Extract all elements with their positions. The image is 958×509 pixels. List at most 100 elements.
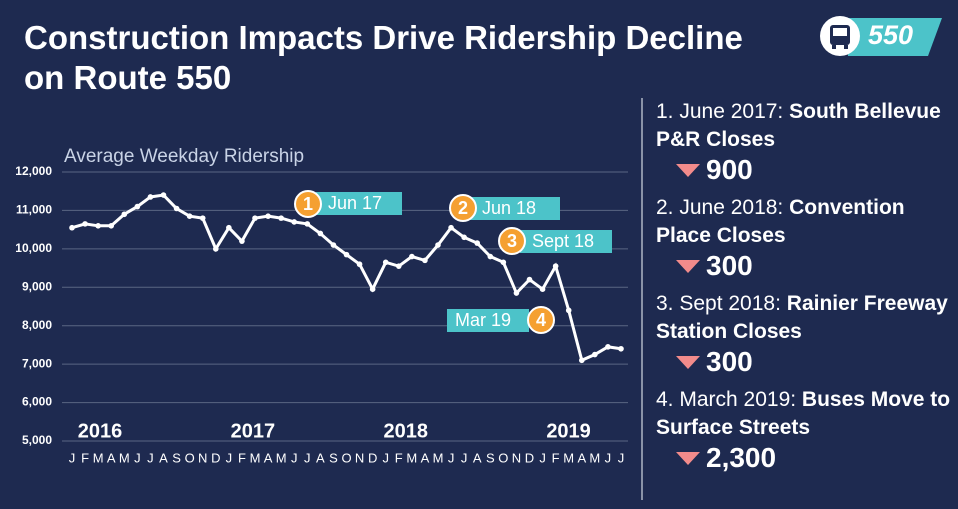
x-tick-label: F: [238, 450, 246, 465]
data-point: [330, 242, 337, 248]
x-tick-label: M: [93, 450, 104, 465]
impact-value: 300: [706, 250, 753, 281]
data-point: [409, 253, 415, 260]
x-tick-label: J: [69, 450, 76, 465]
y-tick-label: 12,000: [15, 164, 52, 178]
impact-item: 4. March 2019: Buses Move to Surface Str…: [656, 386, 954, 474]
x-tick-label: D: [525, 450, 534, 465]
x-tick-label: J: [382, 450, 389, 465]
data-point: [108, 223, 115, 229]
y-tick-label: 9,000: [22, 279, 52, 293]
impact-change: 300: [676, 250, 954, 282]
x-tick-label: A: [107, 450, 116, 465]
data-point: [317, 230, 324, 237]
impact-change: 300: [676, 346, 954, 378]
impact-item: 3. Sept 2018: Rainier Freeway Station Cl…: [656, 290, 954, 378]
data-point: [500, 259, 507, 266]
x-tick-label: M: [119, 450, 130, 465]
x-tick-label: J: [605, 450, 612, 465]
year-label: 2016: [78, 420, 123, 442]
y-tick-label: 5,000: [22, 433, 52, 447]
x-tick-label: N: [198, 450, 207, 465]
x-tick-label: A: [421, 450, 430, 465]
data-point: [291, 219, 298, 225]
data-point: [278, 215, 284, 221]
callout-marker: [498, 227, 526, 255]
data-point: [513, 290, 520, 296]
impact-date: 3. Sept 2018:: [656, 292, 787, 315]
data-point: [134, 203, 141, 210]
x-tick-label: A: [159, 450, 168, 465]
data-point: [356, 261, 363, 268]
y-tick-label: 8,000: [22, 318, 52, 332]
data-point: [422, 257, 428, 264]
data-point: [160, 192, 167, 198]
callout-label: Sept 18: [532, 231, 594, 251]
x-tick-label: F: [395, 450, 403, 465]
x-tick-label: J: [147, 450, 154, 465]
data-point: [618, 345, 624, 352]
data-point: [487, 253, 494, 260]
x-tick-label: J: [539, 450, 546, 465]
callout-label: Mar 19: [455, 310, 511, 330]
route-logo: 550: [818, 14, 942, 58]
impact-event: Rainier Freeway Station Closes: [656, 292, 948, 343]
callout-box: [520, 230, 612, 253]
impact-date: 2. June 2018:: [656, 196, 790, 219]
x-tick-label: M: [433, 450, 444, 465]
callout-box: [447, 309, 529, 332]
callout-number: 3: [507, 231, 517, 251]
data-point: [173, 205, 180, 212]
callout-marker: [294, 190, 322, 218]
impact-item: 1. June 2017: South Bellevue P&R Closes 9…: [656, 98, 954, 186]
data-point: [212, 246, 219, 252]
data-point: [592, 351, 598, 358]
x-tick-label: N: [355, 450, 364, 465]
data-point: [226, 224, 232, 231]
callout-box: [470, 197, 560, 220]
divider: [641, 98, 643, 500]
impact-value: 900: [706, 154, 753, 185]
data-point: [82, 221, 88, 227]
callout-marker: [527, 306, 555, 334]
impact-text: 1. June 2017: South Bellevue P&R Closes: [656, 98, 954, 154]
x-tick-label: J: [291, 450, 298, 465]
x-tick-label: M: [276, 450, 287, 465]
impact-change: 900: [676, 154, 954, 186]
impact-item: 2. June 2018: Convention Place Closes 300: [656, 194, 954, 282]
callout-label: Jun 18: [482, 198, 536, 218]
x-tick-label: O: [341, 450, 351, 465]
data-point: [343, 251, 350, 258]
x-tick-label: J: [226, 450, 233, 465]
callout-label: Jun 17: [328, 193, 382, 213]
y-tick-label: 6,000: [22, 395, 52, 409]
x-tick-label: S: [329, 450, 338, 465]
x-tick-label: J: [618, 450, 625, 465]
x-tick-label: J: [448, 450, 455, 465]
data-point: [395, 263, 402, 269]
x-tick-label: O: [498, 450, 508, 465]
impact-text: 4. March 2019: Buses Move to Surface Str…: [656, 386, 954, 442]
impact-value: 2,300: [706, 442, 777, 473]
x-tick-label: M: [406, 450, 417, 465]
x-tick-label: D: [211, 450, 220, 465]
y-tick-label: 7,000: [22, 356, 52, 370]
data-point: [121, 211, 128, 218]
logo-shape: [820, 16, 942, 56]
impact-event: Convention Place Closes: [656, 196, 905, 247]
callout-number: 4: [536, 310, 546, 330]
impact-date: 4. March 2019:: [656, 388, 802, 411]
down-arrow: [676, 259, 700, 273]
x-tick-label: S: [486, 450, 495, 465]
data-point: [382, 259, 389, 266]
data-point: [552, 263, 559, 269]
down-arrow: [676, 163, 700, 177]
down-arrow: [676, 451, 700, 465]
data-point: [461, 234, 467, 241]
data-point: [147, 194, 154, 200]
callout-number: 2: [458, 198, 468, 218]
data-point: [304, 221, 311, 227]
impact-text: 2. June 2018: Convention Place Closes: [656, 194, 954, 250]
data-point: [265, 213, 271, 219]
